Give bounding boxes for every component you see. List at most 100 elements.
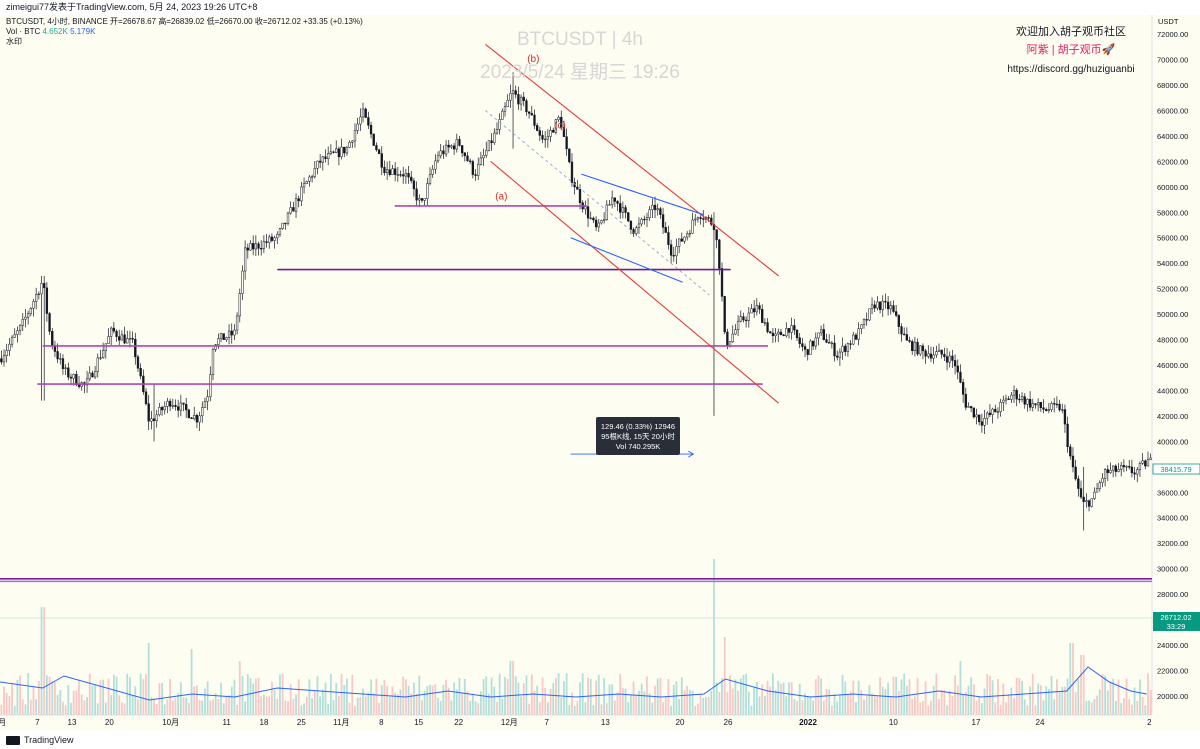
candle-body [846,343,850,352]
volume-bar [871,693,873,715]
volume-bar [399,689,402,715]
candle-body [707,217,710,219]
candle-body [0,358,3,363]
volume-bar [118,695,121,715]
candle-body [85,378,89,386]
volume-bar [822,700,825,715]
volume-bar [804,693,806,715]
volume-bar [137,699,139,715]
volume-bar [482,679,485,715]
candle-body [1036,402,1040,406]
candle-body [680,238,683,242]
candle-body [900,326,903,335]
candle-body [755,305,758,313]
candle-body [750,308,753,314]
candle-body [886,301,890,310]
volume-bar [817,675,820,715]
candle-body [514,90,517,95]
volume-bar [914,696,916,715]
volume-bar [252,683,255,715]
volume-bar [139,673,142,715]
candle-body [110,327,113,337]
candle-body [1122,465,1126,468]
candle-body [675,246,678,257]
volume-bar [43,607,46,715]
candle-body [361,108,365,118]
volume-bar [238,661,241,715]
candle-body [921,345,925,352]
volume-bar [967,685,970,715]
candle-body [1053,403,1056,405]
x-tick-label: 7 [544,718,549,727]
candle-body [286,212,290,224]
volume-bar [204,688,206,715]
volume-bar [303,703,305,715]
candle-body [343,146,346,154]
volume-bar [40,607,43,715]
candle-body [1045,409,1048,411]
volume-bar [62,701,64,715]
volume-bar [734,679,737,715]
candle-body [1007,398,1010,400]
candle-body [123,334,126,344]
candle-body [262,241,266,249]
volume-bar [297,679,300,715]
volume-bar [490,677,493,715]
price-chart[interactable]: (b)(a)(c) 20000.0022000.0024000.0026000.… [0,15,1200,731]
volume-bar [680,677,683,715]
volume-bar [338,695,340,715]
volume-bar [1039,685,1042,715]
volume-bar [675,681,678,715]
y-tick-label: 50000.00 [1157,310,1188,319]
volume-bar [605,703,608,715]
volume-bar [986,674,989,715]
candle-body [131,338,134,340]
candle-body [554,119,558,133]
volume-bar [584,702,587,715]
volume-bar [903,673,906,715]
candle-body [29,308,32,314]
candle-body [576,186,579,190]
candle-body [428,174,432,184]
candle-body [442,150,445,155]
candle-body [959,371,962,383]
candle-body [1141,460,1144,464]
candle-body [594,219,598,228]
candle-body [431,168,434,175]
volume-bar [702,697,705,715]
candle-body [544,138,547,141]
legend-volume-row: Vol · BTC 4.652K 5.179K [6,27,363,37]
tradingview-logo[interactable]: TradingView [6,734,74,746]
volume-bar [174,698,177,715]
volume-bar [1139,679,1141,715]
candle-body [817,332,820,339]
publisher-text: zimeigui77发表于TradingView.com, 5月 24, 202… [6,2,258,12]
candle-body [996,411,1000,413]
volume-bar [964,691,967,715]
candle-body [423,198,426,201]
volume-bar [1114,700,1117,715]
volume-bar [940,689,943,715]
volume-bar [1047,688,1050,715]
candle-body [1138,462,1142,470]
x-tick-label: 12月 [501,718,518,727]
candles [0,72,1152,531]
volume-bar [279,674,281,715]
candle-body [795,329,799,339]
candle-body [822,329,825,340]
candle-body [230,330,233,336]
volume-bar [217,699,220,715]
volume-bar [983,688,986,715]
candle-body [913,341,917,352]
candle-body [857,328,860,340]
candle-body [983,417,986,426]
volume-bar [447,687,450,715]
volume-bar [110,695,113,715]
volume-bar [729,675,731,715]
candle-body [940,349,943,355]
candle-body [59,358,62,360]
volume-bar [343,684,346,715]
candle-body [410,176,413,182]
candle-body [546,136,550,140]
volume-bar [895,676,898,715]
